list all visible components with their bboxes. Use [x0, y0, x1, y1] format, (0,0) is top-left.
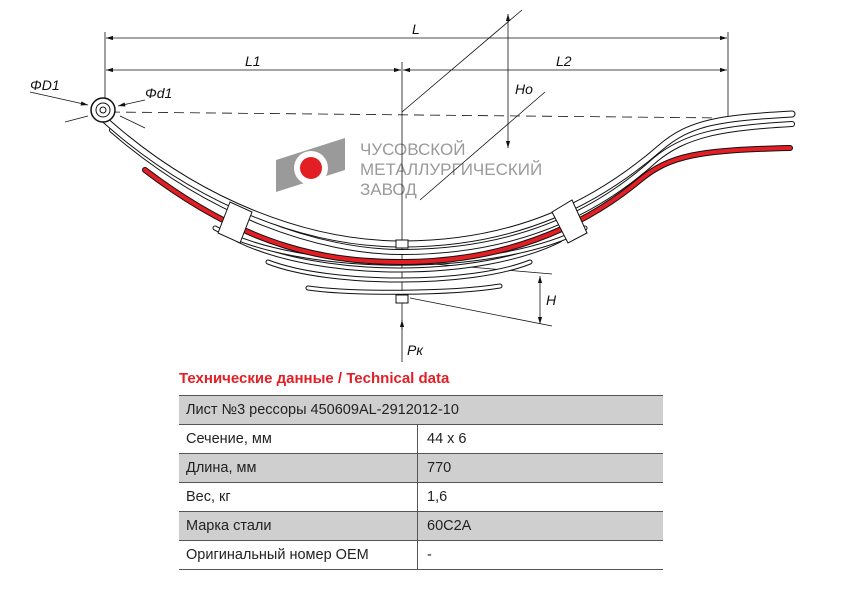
table-row: Марка стали 60С2А: [179, 511, 663, 541]
label-L1: L1: [245, 53, 261, 69]
label-Ho: Ho: [515, 81, 533, 97]
label-H: H: [546, 292, 557, 308]
spring-leaves: [101, 110, 796, 295]
label-L2: L2: [556, 53, 572, 69]
leaf-spring-drawing: ЧУСОВСКОЙ МЕТАЛЛУРГИЧЕСКИЙ ЗАВОД: [29, 9, 796, 362]
svg-text:ЧУСОВСКОЙ: ЧУСОВСКОЙ: [360, 140, 465, 159]
row-value: -: [417, 540, 663, 570]
label-Pk: Pк: [407, 342, 424, 358]
spring-eye: [90, 97, 116, 123]
table-row: Длина, мм 770: [179, 453, 663, 483]
svg-text:МЕТАЛЛУРГИЧЕСКИЙ: МЕТАЛЛУРГИЧЕСКИЙ: [360, 160, 542, 179]
spec-title: Технические данные / Technical data: [179, 370, 450, 387]
svg-text:ЗАВОД: ЗАВОД: [360, 180, 417, 199]
dimension-lines: [29, 9, 729, 362]
table-row: Вес, кг 1,6: [179, 482, 663, 512]
table-row: Сечение, мм 44 x 6: [179, 424, 663, 454]
spec-header: Лист №3 рессоры 450609AL-2912012-10: [179, 395, 663, 425]
spec-table: Лист №3 рессоры 450609AL-2912012-10 Сече…: [179, 395, 663, 570]
label-L: L: [412, 21, 420, 37]
row-value: 770: [417, 453, 663, 483]
label-d1: Φd1: [145, 85, 172, 101]
row-value: 44 x 6: [417, 424, 663, 454]
row-value: 60С2А: [417, 511, 663, 541]
row-label: Сечение, мм: [179, 424, 418, 454]
logo: ЧУСОВСКОЙ МЕТАЛЛУРГИЧЕСКИЙ ЗАВОД: [276, 138, 542, 199]
spring-clamps: [217, 199, 588, 304]
row-label: Вес, кг: [179, 482, 418, 512]
row-value: 1,6: [417, 482, 663, 512]
table-row: Оригинальный номер OEM -: [179, 540, 663, 570]
row-label: Оригинальный номер OEM: [179, 540, 418, 570]
row-label: Марка стали: [179, 511, 418, 541]
row-label: Длина, мм: [179, 453, 418, 483]
table-header-row: Лист №3 рессоры 450609AL-2912012-10: [179, 395, 663, 425]
label-D1: ΦD1: [30, 77, 60, 93]
